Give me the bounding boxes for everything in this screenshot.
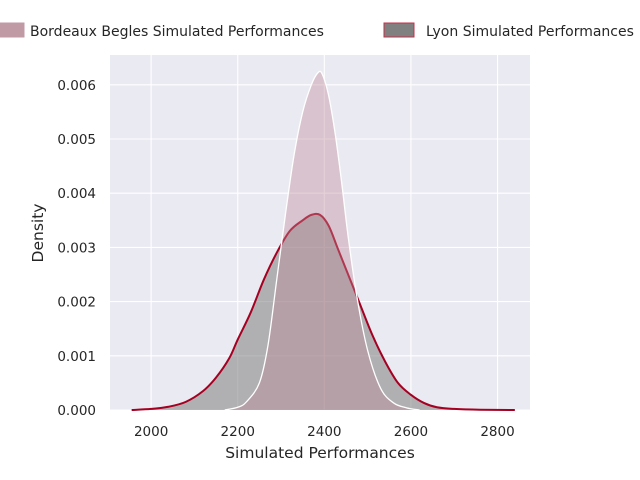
y-tick-label: 0.003 xyxy=(57,240,96,256)
legend-swatch-lyon xyxy=(383,22,415,38)
y-tick-label: 0.000 xyxy=(57,403,96,419)
legend-swatch-bordeaux xyxy=(0,22,25,38)
y-tick-label: 0.005 xyxy=(57,132,96,148)
y-axis-label: Density xyxy=(29,204,47,263)
x-tick-label: 2400 xyxy=(307,424,341,440)
legend-label-lyon: Lyon Simulated Performances xyxy=(426,24,634,40)
y-tick-label: 0.004 xyxy=(57,186,96,202)
x-tick-label: 2000 xyxy=(134,424,168,440)
y-tick-label: 0.002 xyxy=(57,295,96,311)
legend-label-bordeaux: Bordeaux Begles Simulated Performances xyxy=(30,24,324,40)
x-axis-label: Simulated Performances xyxy=(225,444,415,462)
density-area-lyon xyxy=(131,213,515,410)
x-axis-ticks: 2000 2200 2400 2600 2800 xyxy=(134,424,515,440)
legend: Bordeaux Begles Simulated Performances L… xyxy=(0,22,634,40)
x-tick-label: 2600 xyxy=(394,424,428,440)
series-layer xyxy=(131,70,515,411)
x-tick-label: 2800 xyxy=(480,424,514,440)
y-axis-ticks: 0.000 0.001 0.002 0.003 0.004 0.005 0.006 xyxy=(57,78,96,419)
density-area-bordeaux xyxy=(224,71,420,410)
density-line-bordeaux xyxy=(224,70,420,411)
y-tick-label: 0.001 xyxy=(57,349,96,365)
y-tick-label: 0.006 xyxy=(57,78,96,94)
x-tick-label: 2200 xyxy=(221,424,255,440)
density-line-lyon xyxy=(131,212,515,411)
